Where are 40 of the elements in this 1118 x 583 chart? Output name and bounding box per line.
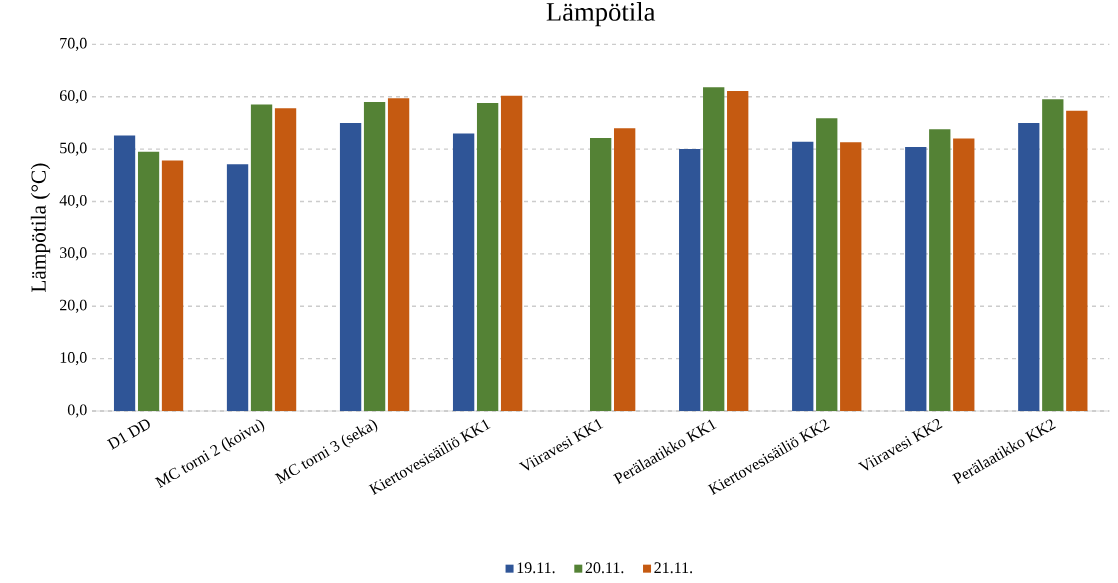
bar: [613, 128, 636, 411]
bar: [1066, 110, 1088, 411]
bar: [500, 95, 523, 411]
y-tick-label: 10,0: [60, 352, 87, 366]
bar: [929, 129, 951, 411]
bar: [250, 104, 273, 411]
legend-label: 21.11.: [654, 562, 693, 574]
bar: [703, 87, 725, 411]
y-tick-label: 60,0: [59, 90, 87, 104]
y-tick-label: 50,0: [60, 142, 87, 156]
bar: [113, 135, 136, 411]
bar: [840, 142, 862, 411]
bar: [452, 133, 475, 411]
bar: [1042, 99, 1064, 411]
y-tick-label: 30,0: [60, 247, 87, 261]
x-tick-label: D1 DD: [106, 419, 150, 450]
bar: [363, 101, 386, 411]
bar: [953, 138, 975, 411]
y-tick-label: 40,0: [59, 194, 87, 209]
chart-title: Lämpötila: [546, 2, 656, 27]
bar: [476, 103, 499, 411]
y-tick-label: 70,0: [60, 37, 87, 51]
legend-label: 19.11.: [517, 562, 555, 574]
legend-label: 20.11.: [585, 562, 624, 574]
y-axis-title: Lämpötila (°C): [30, 163, 51, 293]
bar: [339, 122, 362, 411]
bar: [816, 118, 838, 411]
bar: [226, 164, 249, 411]
bar: [387, 98, 410, 411]
bar: [679, 149, 701, 411]
bar: [161, 160, 184, 411]
bar: [590, 138, 612, 411]
bar: [792, 141, 814, 411]
bar: [1018, 122, 1040, 411]
bar: [137, 151, 160, 411]
y-tick-label: 20,0: [60, 299, 87, 313]
y-tick-label: 0,0: [67, 404, 87, 418]
bar: [274, 108, 297, 411]
bar: [905, 147, 927, 411]
bar: [727, 90, 749, 411]
